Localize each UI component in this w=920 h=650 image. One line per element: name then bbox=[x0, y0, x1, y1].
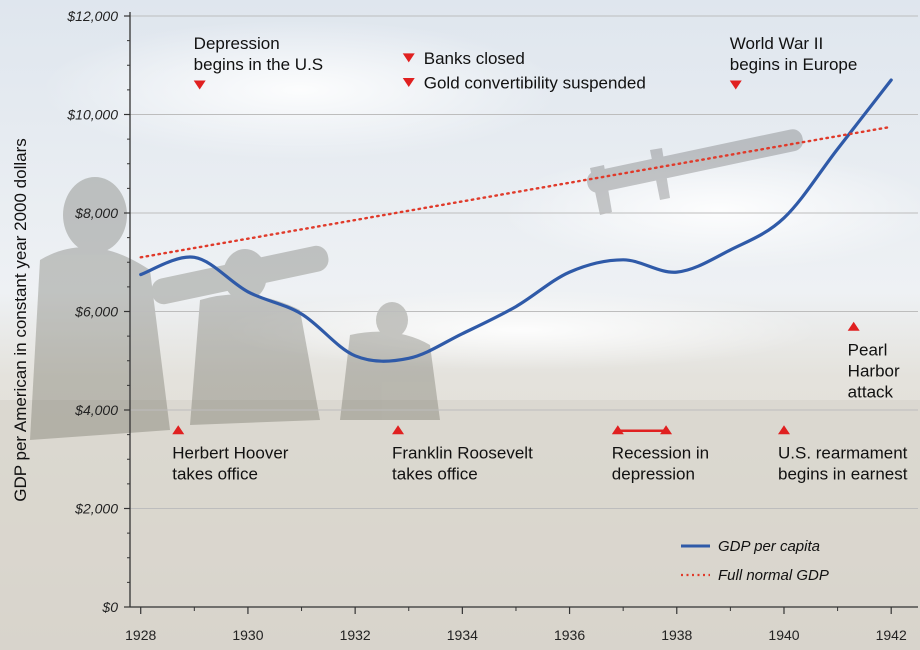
annotation-label: Franklin Roosevelt bbox=[392, 444, 533, 463]
annotation: U.S. rearmament begins in earnest bbox=[777, 425, 908, 484]
x-tick-label: 1940 bbox=[768, 627, 799, 643]
annotation-label: Depression bbox=[194, 34, 280, 53]
y-tick-label: $4,000 bbox=[74, 402, 118, 418]
annotation-label: World War II bbox=[730, 34, 824, 53]
annotation-label: Recession in bbox=[612, 444, 709, 463]
y-axis-title: GDP per American in constant year 2000 d… bbox=[11, 138, 30, 502]
x-tick-label: 1932 bbox=[340, 627, 371, 643]
red-up-triangle-icon bbox=[777, 425, 790, 435]
annotation-label: Herbert Hoover bbox=[172, 444, 289, 463]
annotation: Depression begins in the U.S bbox=[193, 34, 323, 90]
y-tick-label: $2,000 bbox=[74, 501, 118, 517]
annotation-label: begins in Europe bbox=[730, 55, 858, 74]
x-tick-label: 1942 bbox=[876, 627, 907, 643]
annotation-label: takes office bbox=[172, 465, 258, 484]
series-line-1 bbox=[139, 125, 893, 259]
series-lines bbox=[139, 78, 893, 363]
annotation: Franklin Roosevelt takes office bbox=[392, 425, 533, 484]
y-tick-label: $6,000 bbox=[74, 304, 118, 320]
y-tick-label: $12,000 bbox=[66, 8, 118, 24]
red-down-triangle-icon bbox=[729, 80, 742, 90]
y-tick-label: $8,000 bbox=[74, 205, 118, 221]
annotation-label: Pearl bbox=[848, 340, 888, 359]
legend-label-gdp-per-capita: GDP per capita bbox=[718, 538, 820, 555]
red-down-triangle-icon bbox=[193, 80, 206, 90]
x-tick-label: 1930 bbox=[232, 627, 263, 643]
annotation-label: depression bbox=[612, 465, 695, 484]
axes: $0 $2,000 $4,000 $6,000 $8,000 $10,000 $12,000… bbox=[66, 8, 918, 643]
annotations: Depression begins in the U.S Banks closed G… bbox=[172, 34, 908, 484]
annotation-label: Harbor bbox=[848, 361, 900, 380]
annotation-label: begins in earnest bbox=[778, 465, 908, 484]
x-tick-label: 1936 bbox=[554, 627, 585, 643]
soldiers-silhouette-icon bbox=[30, 177, 440, 440]
legend: GDP per capita Full normal GDP bbox=[681, 538, 829, 584]
x-tick-label: 1928 bbox=[125, 627, 156, 643]
legend-label-full-normal-gdp: Full normal GDP bbox=[718, 567, 829, 584]
annotation-label: Gold convertibility suspended bbox=[424, 73, 646, 92]
annotation: Banks closed bbox=[402, 49, 525, 68]
x-tick-label: 1938 bbox=[661, 627, 692, 643]
y-tick-label: $0 bbox=[101, 599, 118, 615]
red-up-triangle-icon bbox=[847, 321, 860, 331]
annotation-label: begins in the U.S bbox=[194, 55, 323, 74]
annotation-label: takes office bbox=[392, 465, 478, 484]
series-line-0 bbox=[139, 78, 893, 363]
red-up-triangle-icon bbox=[172, 425, 185, 435]
annotation-label: U.S. rearmament bbox=[778, 444, 908, 463]
annotation-label: Banks closed bbox=[424, 49, 525, 68]
annotation: Pearl Harbor attack bbox=[847, 321, 900, 401]
x-tick-label: 1934 bbox=[447, 627, 478, 643]
red-down-triangle-icon bbox=[402, 77, 415, 87]
annotation-label: attack bbox=[848, 382, 894, 401]
annotation: Herbert Hoover takes office bbox=[172, 425, 289, 484]
annotation: Gold convertibility suspended bbox=[402, 73, 646, 92]
y-tick-label: $10,000 bbox=[66, 107, 118, 123]
annotation: Recession in depression bbox=[611, 425, 709, 484]
red-down-triangle-icon bbox=[402, 53, 415, 63]
annotation: World War II begins in Europe bbox=[729, 34, 858, 90]
red-up-triangle-icon bbox=[392, 425, 405, 435]
